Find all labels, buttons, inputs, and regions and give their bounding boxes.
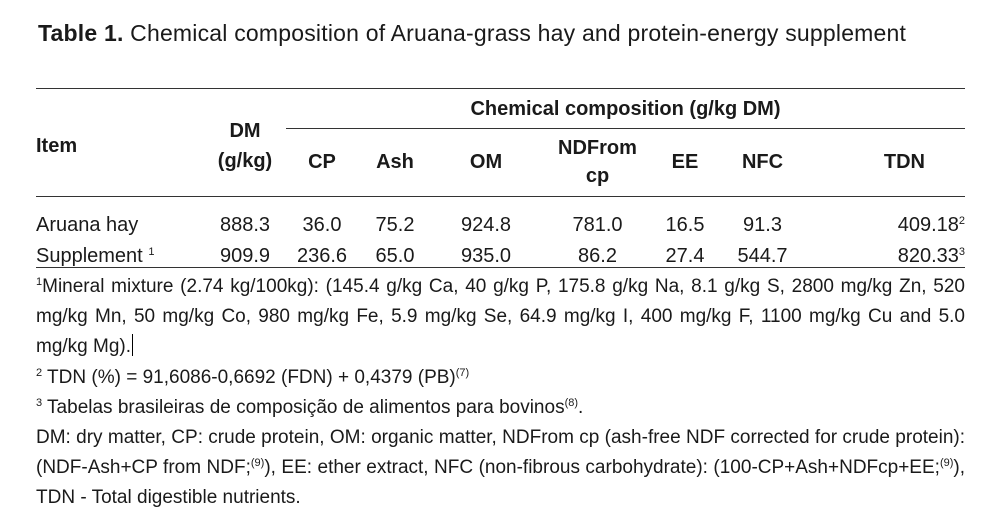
cell-dm: 909.9 xyxy=(219,245,271,267)
cell-om: 935.0 xyxy=(460,245,512,267)
item-footnote-ref: 1 xyxy=(148,246,155,258)
reference-marker: (9) xyxy=(250,457,265,470)
header-dm: DM (g/kg) xyxy=(217,120,273,172)
header-nfc: NFC xyxy=(741,150,784,173)
tdn-footnote-ref: 3 xyxy=(958,246,965,258)
cell-om: 924.8 xyxy=(460,214,512,236)
bottom-rule xyxy=(36,267,965,268)
table-footnotes: 1Mineral mixture (2.74 kg/100kg): (145.4… xyxy=(36,272,965,514)
header-tdn: TDN xyxy=(883,150,925,173)
abbreviations: DM: dry matter, CP: crude protein, OM: o… xyxy=(36,423,965,514)
cell-nfc: 544.7 xyxy=(737,245,788,267)
header-ash: Ash xyxy=(376,150,414,173)
abbr-text: ), TDN - Total digestible nutrients. xyxy=(36,457,965,509)
tdn-footnote-ref: 2 xyxy=(958,215,965,227)
footnote-text: Tabelas brasileiras de composição de ali… xyxy=(42,396,565,418)
table-row: Supplement 1 909.9 236.6 65.0 935.0 86.2… xyxy=(36,241,965,272)
cell-ee: 16.5 xyxy=(665,214,705,236)
table-row: Aruana hay 888.3 36.0 75.2 924.8 781.0 1… xyxy=(36,210,965,241)
cell-tdn-value: 409.18 xyxy=(897,214,959,236)
header-om: OM xyxy=(469,150,503,173)
caption-label: Table 1. xyxy=(38,20,124,46)
footnote-text: TDN (%) = 91,6086-0,6692 (FDN) + 0,4379 … xyxy=(42,366,456,388)
cell-ee: 27.4 xyxy=(665,245,705,267)
row-item: Supplement 1 xyxy=(36,241,204,272)
row-item-label: Aruana hay xyxy=(36,214,139,236)
cell-ndfrom-cp: 781.0 xyxy=(572,214,623,236)
cell-nfc: 91.3 xyxy=(743,214,782,236)
header-cp: CP xyxy=(308,150,336,173)
cell-cp: 236.6 xyxy=(296,245,348,267)
header-ndfrom-cp: NDFrom cp xyxy=(558,137,637,187)
text-cursor xyxy=(132,334,134,357)
footnote-2: 2 TDN (%) = 91,6086-0,6692 (FDN) + 0,437… xyxy=(36,363,965,393)
footnote-marker: 3 xyxy=(36,396,43,409)
footnote-end: . xyxy=(578,396,584,418)
composition-table: Item DM (g/kg) Chemical composition (g/k… xyxy=(36,90,965,272)
group-rule xyxy=(286,128,965,129)
reference-marker: (8) xyxy=(564,396,579,409)
abbr-text: DM: dry matter, CP: crude protein, OM: o… xyxy=(36,427,965,479)
cell-cp: 36.0 xyxy=(302,214,342,236)
header-group: Chemical composition (g/kg DM) xyxy=(470,98,781,120)
caption-text: Chemical composition of Aruana-grass hay… xyxy=(130,20,907,46)
row-item: Aruana hay xyxy=(36,210,204,241)
cell-ash: 65.0 xyxy=(375,245,415,267)
cell-tdn: 409.182 xyxy=(810,210,965,241)
cell-dm: 888.3 xyxy=(219,214,271,236)
footnote-3: 3 Tabelas brasileiras de composição de a… xyxy=(36,393,965,423)
cell-ash: 75.2 xyxy=(375,214,415,236)
cell-ndfrom-cp: 86.2 xyxy=(578,245,617,267)
row-item-label: Supplement xyxy=(36,245,143,267)
reference-marker: (9) xyxy=(939,457,954,470)
cell-tdn-value: 820.33 xyxy=(897,245,959,267)
top-rule xyxy=(36,88,965,89)
header-item: Item xyxy=(36,134,78,157)
reference-marker: (7) xyxy=(455,366,470,379)
abbr-text: ), EE: ether extract, NFC (non-fibrous c… xyxy=(264,457,940,479)
header-ee: EE xyxy=(671,150,699,173)
footnote-1: 1Mineral mixture (2.74 kg/100kg): (145.4… xyxy=(36,272,965,363)
footnote-marker: 1 xyxy=(36,276,43,288)
header-rule xyxy=(36,196,965,197)
cell-tdn: 820.333 xyxy=(810,241,965,272)
footnote-text: Mineral mixture (2.74 kg/100kg): (145.4 … xyxy=(36,276,965,358)
footnote-marker: 2 xyxy=(36,366,43,379)
table-caption: Table 1. Chemical composition of Aruana-… xyxy=(38,18,965,48)
